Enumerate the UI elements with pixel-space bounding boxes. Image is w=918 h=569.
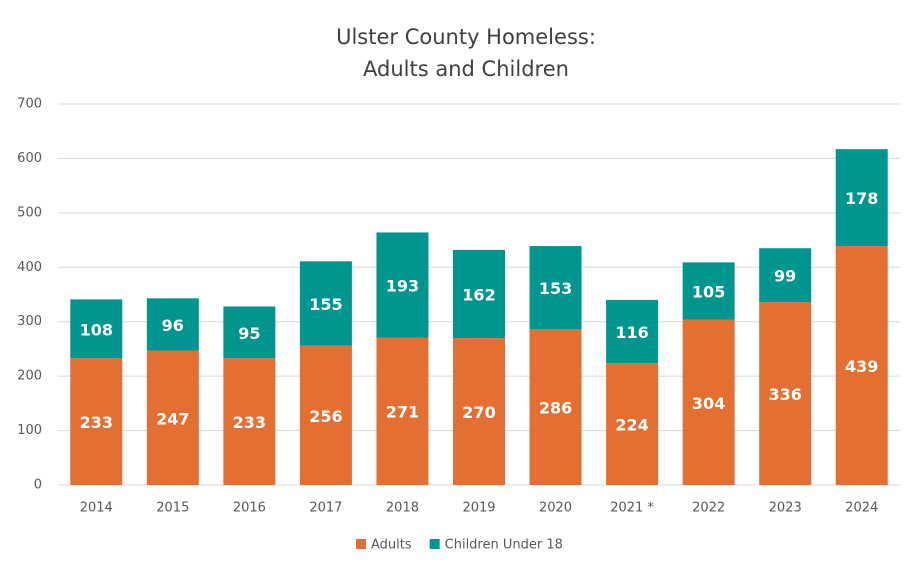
data-label: 233 (233, 413, 266, 432)
data-label: 162 (462, 285, 495, 304)
data-label: 256 (309, 407, 342, 426)
data-label: 224 (615, 416, 648, 435)
bar-segment (835, 246, 888, 485)
data-label: 155 (309, 295, 342, 314)
bar-segment (453, 338, 505, 485)
data-label: 105 (692, 282, 725, 301)
bar-segment (529, 246, 582, 330)
data-label: 178 (845, 189, 878, 208)
bar-segment (146, 298, 199, 351)
x-tick-label: 2023 (769, 501, 802, 516)
bar-segment (223, 306, 276, 359)
data-label: 153 (539, 279, 572, 298)
legend-label: Adults (371, 538, 412, 553)
data-label: 286 (539, 399, 572, 418)
data-label: 99 (774, 267, 796, 286)
bar-segment (299, 261, 352, 346)
data-label: 271 (386, 403, 419, 422)
data-label: 247 (156, 409, 189, 428)
x-tick-label: 2019 (462, 501, 495, 516)
data-label: 270 (462, 403, 495, 422)
x-tick-label: 2014 (80, 501, 113, 516)
bar-segment (70, 358, 123, 485)
data-label: 95 (238, 324, 260, 343)
y-tick-label: 200 (17, 369, 42, 384)
bar-segment (453, 249, 505, 339)
y-tick-label: 500 (17, 205, 42, 220)
x-tick-label: 2018 (386, 501, 419, 516)
x-tick-label: 2021 * (610, 501, 654, 516)
x-tick-label: 2020 (539, 501, 572, 516)
bar-segment (759, 302, 812, 485)
data-label: 304 (692, 394, 725, 413)
bar-segment (376, 337, 429, 485)
data-label: 439 (845, 357, 878, 376)
y-tick-label: 700 (17, 97, 42, 112)
bar-segment (529, 329, 582, 485)
x-tick-label: 2024 (845, 501, 878, 516)
data-label: 233 (80, 413, 113, 432)
y-tick-label: 600 (17, 151, 42, 166)
y-tick-label: 0 (34, 478, 42, 493)
bar-segment (682, 319, 735, 485)
data-label: 96 (162, 316, 184, 335)
legend-swatch (429, 539, 440, 549)
y-tick-label: 100 (17, 423, 42, 438)
legend-swatch (356, 539, 366, 549)
bar-segment (759, 248, 812, 303)
bar-segment (682, 262, 735, 320)
bar-segment (223, 358, 276, 485)
data-label: 116 (615, 323, 648, 342)
legend-label: Children Under 18 (445, 538, 563, 553)
bar-segment (70, 299, 123, 359)
y-tick-label: 300 (17, 314, 42, 329)
x-tick-label: 2016 (233, 501, 266, 516)
x-tick-label: 2022 (692, 501, 725, 516)
bar-segment (606, 363, 659, 485)
chart-title: Adults and Children (363, 57, 569, 81)
bar-segment (606, 299, 659, 364)
data-label: 193 (386, 276, 419, 295)
bar-segment (146, 350, 199, 485)
bar-segment (835, 149, 888, 247)
bar-segment (376, 232, 429, 338)
chart-title: Ulster County Homeless: (336, 25, 596, 49)
data-label: 108 (80, 320, 113, 339)
data-label: 336 (768, 385, 801, 404)
y-tick-label: 400 (17, 260, 42, 275)
x-tick-label: 2015 (156, 501, 189, 516)
x-tick-label: 2017 (309, 501, 342, 516)
bar-segment (299, 345, 352, 485)
